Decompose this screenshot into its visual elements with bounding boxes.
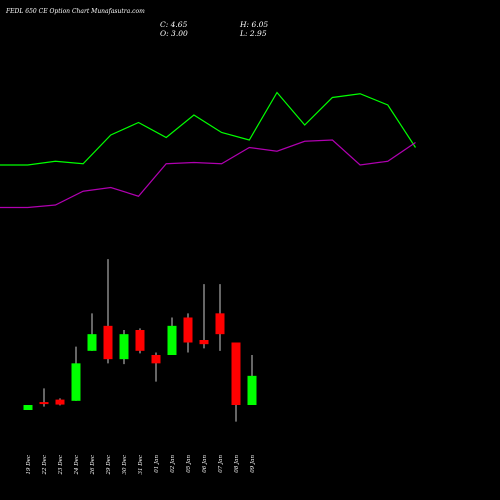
candles — [23, 259, 257, 422]
open-value: O: 3.00 — [160, 29, 188, 38]
x-tick-label: 23 Dec — [58, 455, 64, 476]
close-value: C: 4.65 — [160, 20, 188, 29]
x-tick-label: 22 Dec — [42, 455, 48, 476]
x-tick-label: 26 Dec — [90, 455, 96, 476]
x-tick-label: 07 Jan — [218, 455, 224, 473]
chart-title: FEDL 650 CE Option Chart Munafasutra.com — [6, 8, 145, 15]
candle — [247, 355, 257, 405]
low-value: L: 2.95 — [240, 29, 267, 38]
candle-body — [215, 313, 225, 335]
candle-body — [231, 342, 241, 405]
candle — [151, 352, 161, 382]
x-tick-label: 30 Dec — [122, 455, 128, 475]
candle — [103, 259, 113, 364]
candle — [23, 405, 33, 410]
candle-body — [39, 402, 49, 405]
upper-line — [0, 91, 417, 166]
candle-body — [55, 399, 65, 405]
x-tick-label: 19 Dec — [26, 455, 32, 475]
candle-body — [87, 334, 97, 351]
high-value: H: 6.05 — [240, 20, 269, 29]
x-tick-label: 24 Dec — [74, 455, 80, 476]
candle-body — [135, 330, 145, 351]
moving-average-lines — [0, 91, 417, 209]
candle — [231, 342, 241, 422]
candle — [215, 284, 225, 351]
candle-body — [103, 325, 113, 360]
candle — [167, 317, 177, 355]
candle — [119, 330, 129, 365]
candle-body — [151, 355, 161, 364]
lower-line — [0, 139, 416, 209]
x-tick-label: 06 Jan — [202, 455, 208, 473]
candle-body — [71, 363, 81, 401]
candle-body — [199, 340, 209, 345]
x-tick-label: 01 Jan — [154, 455, 160, 473]
candle — [87, 313, 97, 351]
x-axis-labels: 19 Dec 22 Dec 23 Dec 24 Dec 26 Dec 29 Dec 30 D… — [26, 455, 256, 476]
x-tick-label: 09 Jan — [250, 455, 256, 473]
x-tick-label: 29 Dec — [106, 455, 112, 476]
candle-body — [183, 317, 193, 343]
candle — [135, 328, 145, 354]
candle-body — [119, 334, 129, 360]
x-tick-label: 02 Jan — [170, 455, 176, 473]
candle — [199, 284, 209, 349]
x-tick-label: 31 Dec — [138, 455, 144, 475]
candle — [71, 346, 81, 401]
candle — [39, 388, 49, 407]
x-tick-label: 08 Jan — [234, 455, 240, 473]
candle-body — [247, 375, 257, 405]
candle-body — [23, 405, 33, 410]
candle-body — [167, 325, 177, 355]
candle — [55, 398, 65, 406]
x-tick-label: 05 Jan — [186, 455, 192, 473]
candle — [183, 313, 193, 353]
